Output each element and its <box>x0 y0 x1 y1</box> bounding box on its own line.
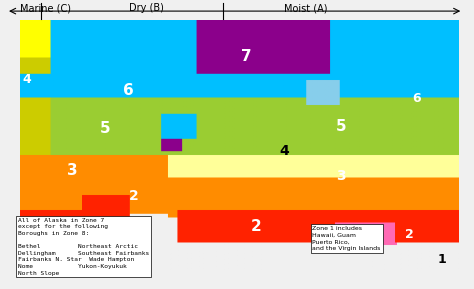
Text: 6: 6 <box>412 92 420 105</box>
Text: Dry (B): Dry (B) <box>128 3 164 13</box>
Text: 5: 5 <box>336 119 346 134</box>
Text: 2: 2 <box>405 228 413 241</box>
Text: 2: 2 <box>128 188 138 203</box>
Text: Marine (C): Marine (C) <box>20 3 71 13</box>
Text: 4: 4 <box>23 73 32 86</box>
Text: 1: 1 <box>438 253 447 266</box>
Text: 6: 6 <box>123 83 134 98</box>
Text: 7: 7 <box>241 49 252 64</box>
Text: 2: 2 <box>250 218 261 234</box>
Text: 5: 5 <box>100 121 110 136</box>
Text: All of Alaska in Zone 7
except for the following
Boroughs in Zone 8:

Bethel    : All of Alaska in Zone 7 except for the f… <box>18 218 149 275</box>
Text: Zone 1 includes
Hawaii, Guam
Puerto Rico,
and the Virgin Islands: Zone 1 includes Hawaii, Guam Puerto Rico… <box>312 226 381 251</box>
Text: 4: 4 <box>279 144 289 158</box>
Text: 3: 3 <box>336 169 346 183</box>
Text: 3: 3 <box>67 163 77 178</box>
Text: Moist (A): Moist (A) <box>284 3 328 13</box>
